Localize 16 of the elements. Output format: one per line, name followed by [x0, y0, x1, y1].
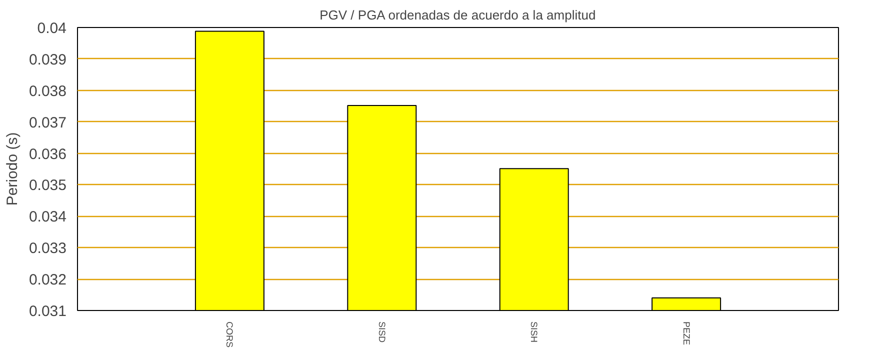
y-tick-label: 0.037 [28, 114, 67, 132]
y-tick-label: 0.038 [28, 82, 67, 100]
chart-title: PGV / PGA ordenadas de acuerdo a la amplitud [320, 8, 596, 22]
y-tick-label: 0.034 [28, 208, 67, 226]
x-tick-label: PEZE [681, 322, 692, 346]
y-tick-label: 0.04 [37, 20, 67, 37]
y-axis-title: Periodo (s) [4, 132, 21, 206]
y-tick-label: 0.033 [28, 240, 67, 258]
y-tick-label: 0.035 [28, 177, 67, 194]
x-tick-label: SISH [529, 322, 540, 343]
y-tick-label: 0.031 [28, 303, 67, 320]
x-tick-label: SISD [376, 322, 387, 344]
y-tick-label: 0.036 [28, 146, 67, 163]
y-tick-label: 0.039 [28, 51, 67, 68]
x-tick-label: CORS [224, 322, 235, 348]
y-tick-label: 0.032 [28, 272, 67, 289]
